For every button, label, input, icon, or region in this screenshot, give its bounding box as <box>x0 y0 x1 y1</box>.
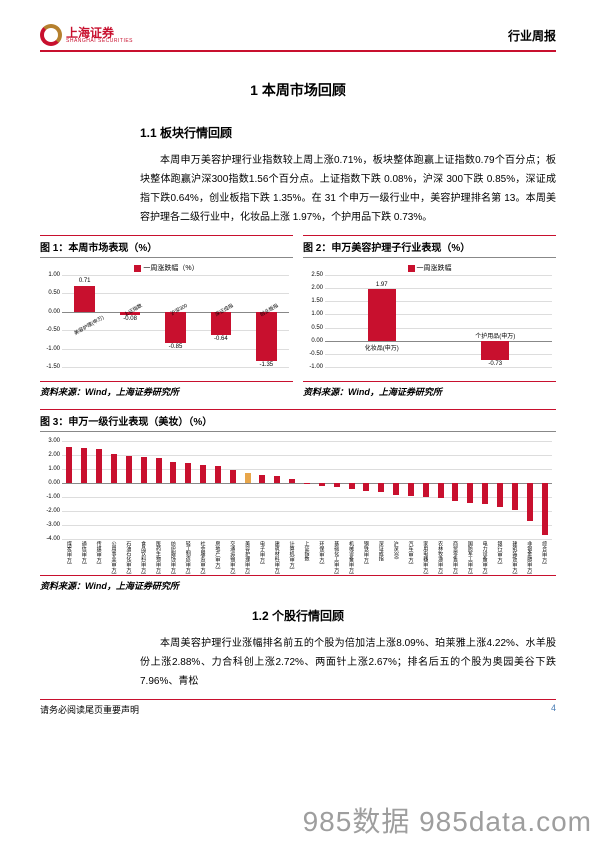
paragraph-1: 本周申万美容护理行业指数较上周上涨0.71%，板块整体跑赢上证指数0.79个百分… <box>40 151 556 227</box>
section-title: 1 本周市场回顾 <box>40 80 556 100</box>
logo-cn: 上海证券 <box>66 27 133 39</box>
chart2: 一周涨跌幅-1.00-0.500.000.501.001.502.002.501… <box>303 261 556 381</box>
logo-en: SHANGHAI SECURITIES <box>66 39 133 44</box>
logo-icon <box>40 24 62 46</box>
chart3-source: 资料来源：Wind，上海证券研究所 <box>40 576 556 595</box>
page-header: 上海证券 SHANGHAI SECURITIES 行业周报 <box>40 24 556 52</box>
subsection-1-2-title: 1.2 个股行情回顾 <box>40 607 556 624</box>
paragraph-2: 本周美容护理行业涨幅排名前五的个股为倍加洁上涨8.09%、珀莱雅上涨4.22%、… <box>40 634 556 691</box>
watermark: 985数据 985data.com <box>303 800 592 840</box>
chart3: -4.00-3.00-2.00-1.000.001.002.003.00煤炭(申… <box>40 435 556 575</box>
footer-disclaimer: 请务必阅读尾页重要声明 <box>40 703 139 716</box>
chart1-title: 图 1：本周市场表现（%） <box>40 235 293 258</box>
chart2-title: 图 2：申万美容护理子行业表现（%） <box>303 235 556 258</box>
chart1-source: 资料来源：Wind，上海证券研究所 <box>40 382 293 401</box>
logo: 上海证券 SHANGHAI SECURITIES <box>40 24 133 46</box>
page-number: 4 <box>551 703 556 716</box>
chart2-source: 资料来源：Wind，上海证券研究所 <box>303 382 556 401</box>
header-right: 行业周报 <box>508 27 556 44</box>
subsection-1-1-title: 1.1 板块行情回顾 <box>40 124 556 141</box>
footer: 请务必阅读尾页重要声明 4 <box>40 699 556 719</box>
chart1: 一周涨跌幅（%）-1.50-1.00-0.500.000.501.000.71美… <box>40 261 293 381</box>
chart3-title: 图 3：申万一级行业表现（美妆）（%） <box>40 409 556 432</box>
